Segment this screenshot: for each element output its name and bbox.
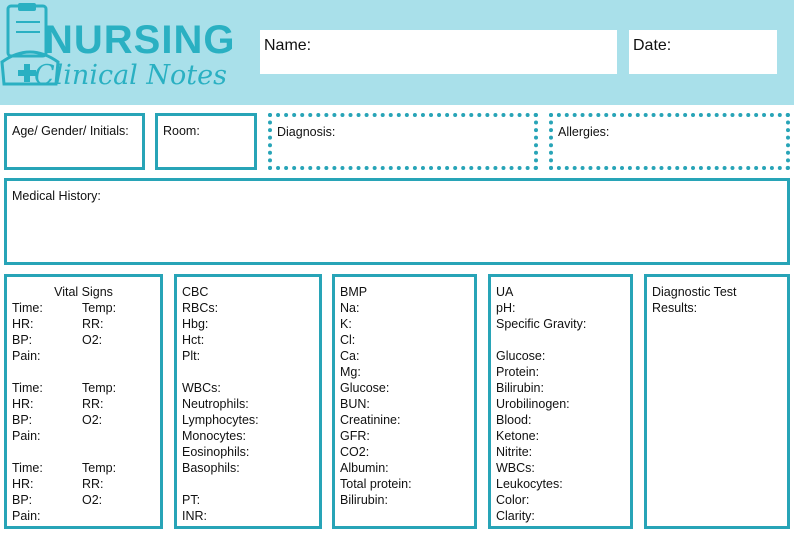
field-label: INR: [182,509,207,523]
info-box[interactable]: Age/ Gender/ Initials: [4,113,145,170]
field-label: CO2: [340,445,370,459]
field-label: Total protein: [340,477,412,491]
field-label: Temp: [82,461,117,475]
field-row: Pain: [12,348,155,364]
spacer [182,364,314,380]
field-label: Bilirubin: [496,381,544,395]
field-row: BP: O2: [12,412,155,428]
field-label: Basophils: [182,461,240,475]
field-row: Pain: [12,508,155,524]
field-label: O2: [82,493,103,507]
field-label: BP: [12,413,33,427]
name-field[interactable]: Name: [260,30,617,74]
field-label: Monocytes: [182,429,246,443]
field-label: Temp: [82,301,117,315]
spacer [182,476,314,492]
field-label: BP: [12,493,33,507]
section-title: Diagnostic Test [652,285,737,299]
field-label: Clarity: [496,509,535,523]
field-label: Urobilinogen: [496,397,570,411]
field-label: GFR: [340,429,370,443]
section-box[interactable]: UA pH: Specific Gravity: Glucose: Protein: Bi… [488,274,633,529]
field-label: Pain: [12,509,41,523]
field-row: BP: O2: [12,492,155,508]
field-label: Creatinine: [340,413,401,427]
field-label: K: [340,317,352,331]
field-row: Time: Temp: [12,300,155,316]
medical-history[interactable]: Medical History: [4,178,790,265]
section-title: Vital Signs [54,285,113,299]
section-box[interactable]: Diagnostic Test Results: [644,274,790,529]
field-label: HR: [12,317,34,331]
field-row: Time: Temp: [12,380,155,396]
field-label: Lymphocytes: [182,413,259,427]
field-label: Protein: [496,365,540,379]
logo-subtitle: Clinical Notes [34,60,227,91]
field-label: Blood: [496,413,532,427]
field-label: Glucose: [340,381,390,395]
field-label: Neutrophils: [182,397,249,411]
field-label: Cl: [340,333,356,347]
field-label: Albumin: [340,461,389,475]
field-label: WBCs: [182,381,221,395]
info-box[interactable]: Room: [155,113,257,170]
field-label: Nitrite: [496,445,533,459]
field-label: HR: [12,397,34,411]
field-label: Results: [652,301,698,315]
field-label: Leukocytes: [496,477,563,491]
field-row: HR: RR: [12,316,155,332]
field-label: Eosinophils: [182,445,250,459]
field-row: Time: Temp: [12,460,155,476]
section-box[interactable]: BMP Na: K: Cl: Ca: Mg: Glucose: BUN: Creatinine:… [332,274,477,529]
field-label: Mg: [340,365,361,379]
section-title: CBC [182,285,209,299]
field-label: Bilirubin: [340,493,388,507]
field-label: Temp: [82,381,117,395]
field-label: RR: [82,397,104,411]
field-row: Pain: [12,428,155,444]
logo-title: NURSING [44,18,236,62]
field-label: RR: [82,477,104,491]
field-label: pH: [496,301,516,315]
field-label: RR: [82,317,104,331]
field-label: HR: [12,477,34,491]
info-box[interactable]: Allergies: [549,113,790,170]
field-label: Time: [12,301,43,315]
date-field[interactable]: Date: [629,30,777,74]
field-label: Hbg: [182,317,209,331]
section-box[interactable]: CBC RBCs: Hbg: Hct: Plt: WBCs: Neutrophils: Lym… [174,274,322,529]
field-label: Time: [12,461,43,475]
field-label: O2: [82,413,103,427]
header: NURSING Clinical Notes Name: Date: [0,0,794,105]
field-label: Plt: [182,349,201,363]
spacer [12,364,155,380]
field-label: O2: [82,333,103,347]
field-label: BUN: [340,397,370,411]
field-label: Ketone: [496,429,540,443]
section-title: UA [496,285,514,299]
info-box[interactable]: Diagnosis: [268,113,538,170]
field-row: HR: RR: [12,396,155,412]
section-box[interactable]: Vital Signs Time: Temp: HR: RR: BP: O2: Pain: Ti… [4,274,163,529]
field-label: WBCs: [496,461,535,475]
field-label: Ca: [340,349,360,363]
field-label: PT: [182,493,201,507]
field-label: Na: [340,301,360,315]
field-row: HR: RR: [12,476,155,492]
section-title: BMP [340,285,368,299]
field-label: RBCs: [182,301,219,315]
field-label: Specific Gravity: [496,317,587,331]
field-label: Color: [496,493,530,507]
spacer [12,444,155,460]
field-label: Pain: [12,349,41,363]
field-label: Hct: [182,333,205,347]
spacer [496,332,625,348]
field-row: BP: O2: [12,332,155,348]
field-label: Time: [12,381,43,395]
field-label: Glucose: [496,349,546,363]
logo-icon [0,3,60,86]
field-label: Pain: [12,429,41,443]
field-label: BP: [12,333,33,347]
